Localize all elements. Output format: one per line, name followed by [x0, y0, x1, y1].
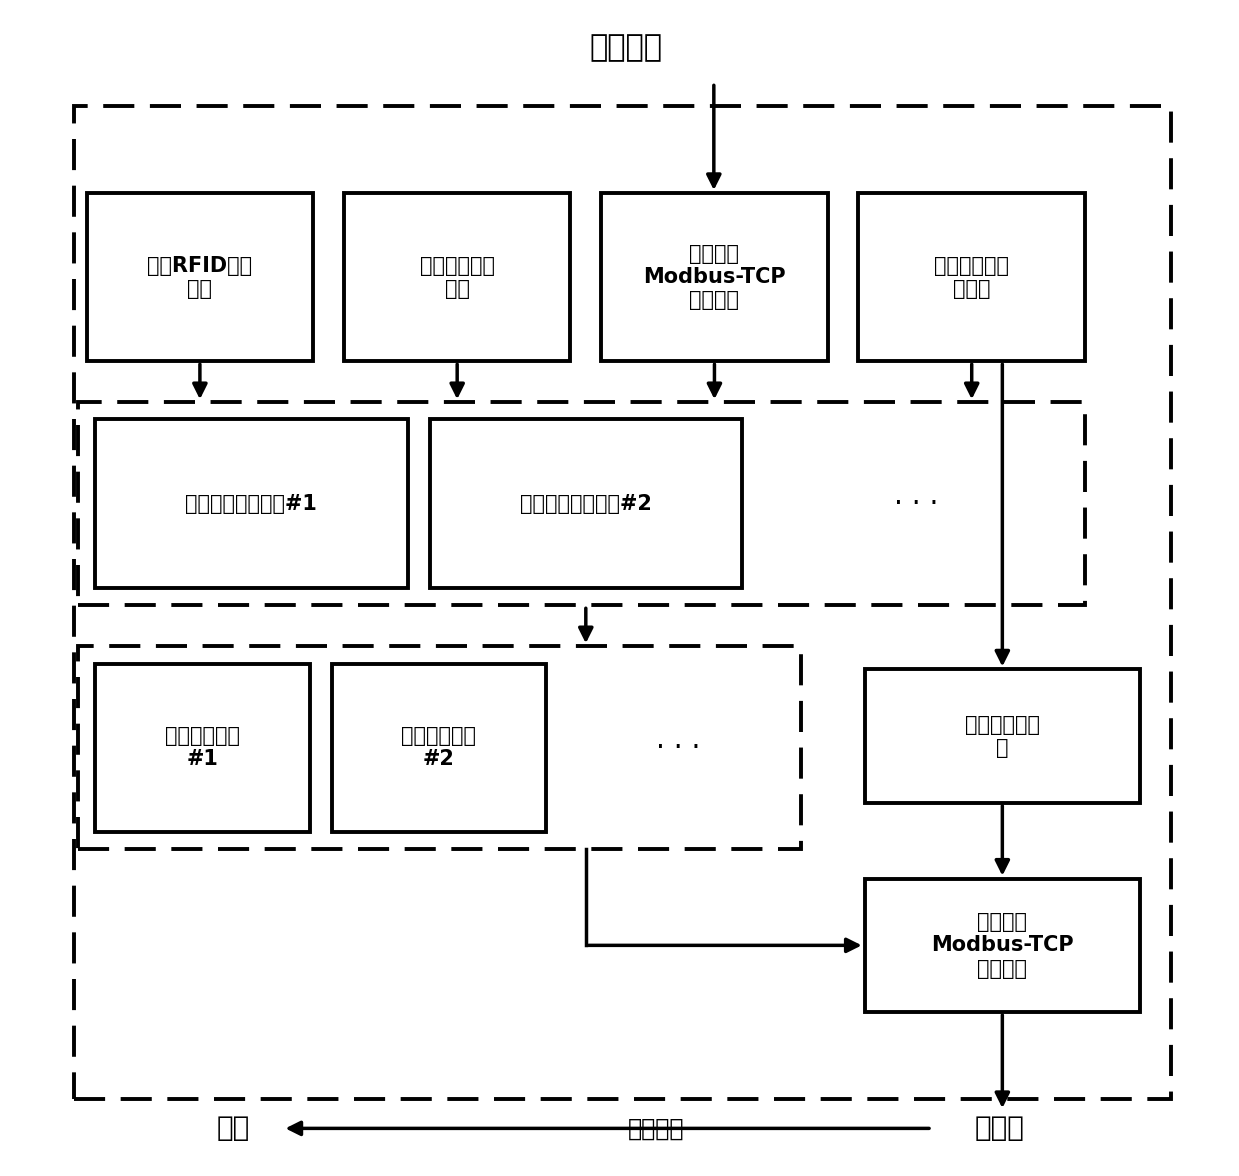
Bar [344, 193, 570, 361]
Bar [430, 420, 742, 588]
Bar [601, 193, 828, 361]
Text: 小车: 小车 [217, 1115, 250, 1142]
Bar [78, 402, 1085, 606]
Text: · · ·: · · · [895, 489, 939, 517]
Text: 区域RFID标签
模块: 区域RFID标签 模块 [147, 255, 253, 299]
Bar [87, 193, 313, 361]
Text: 总控制器: 总控制器 [589, 33, 662, 62]
Bar [859, 193, 1085, 361]
Bar [95, 420, 408, 588]
Text: 第二区域
Modbus-TCP
通信模块: 第二区域 Modbus-TCP 通信模块 [930, 913, 1074, 978]
Bar [865, 878, 1140, 1013]
Text: 小车控制模块
#1: 小车控制模块 #1 [165, 727, 240, 769]
Text: 第一区域
Modbus-TCP
通信模块: 第一区域 Modbus-TCP 通信模块 [643, 243, 786, 310]
Text: · · ·: · · · [655, 734, 700, 762]
Text: 最短路径生成模块#1: 最短路径生成模块#1 [186, 494, 317, 514]
Text: 小车控制模块
#2: 小车控制模块 #2 [401, 727, 476, 769]
Bar [95, 663, 310, 833]
Bar [74, 106, 1171, 1100]
Text: 转轨器控制模
块: 转轨器控制模 块 [965, 715, 1040, 757]
Bar [332, 663, 546, 833]
Text: 转轨器冲突解
决模块: 转轨器冲突解 决模块 [934, 255, 1010, 299]
Text: 最短路径生成模块#2: 最短路径生成模块#2 [520, 494, 652, 514]
Bar [78, 646, 800, 849]
Bar [865, 669, 1140, 803]
Text: 站点冲突解决
模块: 站点冲突解决 模块 [420, 255, 494, 299]
Text: （转发）: （转发） [628, 1116, 684, 1141]
Text: 转轨器: 转轨器 [974, 1115, 1025, 1142]
